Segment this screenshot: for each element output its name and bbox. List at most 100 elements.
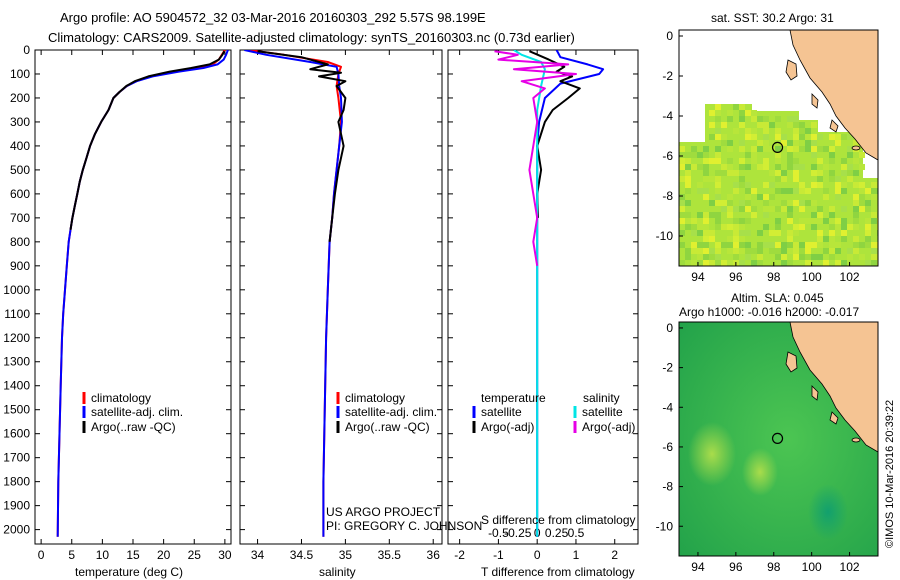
sst-cell — [817, 158, 823, 164]
x-tick-label-secondary: -0.5 — [488, 526, 509, 540]
legend-label-satellite: satellite-adj. clim. — [345, 405, 437, 419]
sst-cell — [745, 164, 751, 170]
y-tick-label: 1600 — [3, 427, 30, 441]
sst-cell — [769, 194, 775, 200]
sst-cell — [709, 248, 715, 254]
sst-cell — [769, 206, 775, 212]
sst-cell — [799, 146, 805, 152]
sst-cell — [829, 158, 835, 164]
sst-cell — [709, 110, 715, 116]
sst-cell — [811, 242, 817, 248]
sst-cell — [853, 170, 859, 176]
x-tick-label: 15 — [126, 548, 140, 562]
sst-cell — [775, 176, 781, 182]
map-x-tick-label: 102 — [840, 270, 860, 284]
sst-map-frame — [678, 29, 879, 267]
sst-cell — [817, 218, 823, 224]
sst-cell — [835, 176, 841, 182]
sst-cell — [739, 242, 745, 248]
sst-cell — [757, 194, 763, 200]
sst-cell — [757, 230, 763, 236]
y-tick-label: 1000 — [3, 283, 30, 297]
sst-cell — [811, 170, 817, 176]
sst-cell — [727, 164, 733, 170]
sst-cell — [817, 242, 823, 248]
sst-cell — [685, 164, 691, 170]
sst-cell — [859, 242, 865, 248]
sst-cell — [679, 206, 685, 212]
sst-cell — [715, 116, 721, 122]
sst-cell — [727, 170, 733, 176]
profile-line — [244, 50, 343, 537]
sst-cell — [835, 242, 841, 248]
sst-cell — [727, 236, 733, 242]
sst-cell — [823, 146, 829, 152]
sst-cell — [727, 200, 733, 206]
sst-cell — [793, 248, 799, 254]
sst-cell — [709, 122, 715, 128]
sst-cell — [799, 122, 805, 128]
sst-cell — [715, 200, 721, 206]
figure-title-line1: Argo profile: AO 5904572_32 03-Mar-2016 … — [60, 10, 486, 25]
sst-cell — [733, 218, 739, 224]
sst-cell — [829, 152, 835, 158]
sst-cell — [727, 242, 733, 248]
y-tick-label: 800 — [10, 235, 30, 249]
sst-cell — [817, 134, 823, 140]
y-tick-label: 1900 — [3, 499, 30, 513]
sst-cell — [751, 152, 757, 158]
x-tick-label: 20 — [157, 548, 171, 562]
sst-cell — [739, 164, 745, 170]
map-x-tick-label: 98 — [767, 270, 781, 284]
legend-label-satellite-t: satellite — [481, 405, 522, 419]
sst-cell — [823, 236, 829, 242]
y-tick-label: 600 — [10, 187, 30, 201]
x-tick-label: 35 — [339, 548, 353, 562]
sst-cell — [781, 170, 787, 176]
sst-cell — [835, 182, 841, 188]
sst-cell — [721, 224, 727, 230]
temperature-legend: climatology satellite-adj. clim. Argo(..… — [82, 391, 183, 434]
sst-cell — [775, 218, 781, 224]
sst-cell — [787, 146, 793, 152]
difference-xlabel-top: S difference from climatology — [481, 513, 636, 527]
y-tick-label: 100 — [10, 67, 30, 81]
sst-cell — [793, 170, 799, 176]
sst-cell — [721, 140, 727, 146]
legend-label-satellite: satellite-adj. clim. — [91, 405, 183, 419]
sst-cell — [751, 134, 757, 140]
sst-cell — [817, 254, 823, 260]
sst-cell — [709, 176, 715, 182]
sst-cell — [775, 248, 781, 254]
sla-high-anomaly — [688, 422, 736, 486]
sst-cell — [739, 158, 745, 164]
sst-cell — [745, 218, 751, 224]
sst-cell — [787, 236, 793, 242]
sst-cell — [709, 158, 715, 164]
sst-cell — [751, 206, 757, 212]
sst-cell — [871, 248, 877, 254]
map-y-tick-label: -10 — [656, 229, 674, 243]
island-icon — [811, 385, 819, 401]
figure-title-line2: Climatology: CARS2009. Satellite-adjuste… — [48, 30, 575, 45]
sst-cell — [727, 224, 733, 230]
sst-cell — [739, 110, 745, 116]
sst-cell — [703, 236, 709, 242]
sst-cell — [715, 260, 721, 266]
sst-cell — [817, 176, 823, 182]
map-y-tick-label: -6 — [662, 149, 673, 163]
sst-cell — [739, 146, 745, 152]
sst-cell — [697, 164, 703, 170]
map-x-tick-label: 96 — [729, 270, 743, 284]
map-y-tick-label: -4 — [662, 109, 673, 123]
sst-cell — [769, 182, 775, 188]
sst-cell — [727, 260, 733, 266]
legend-label-satellite-s: satellite — [582, 405, 623, 419]
sst-cell — [787, 242, 793, 248]
sst-cell — [811, 146, 817, 152]
sst-cell — [793, 176, 799, 182]
sst-cell — [805, 200, 811, 206]
sst-cell — [715, 152, 721, 158]
sst-cell — [871, 188, 877, 194]
sst-cell — [859, 254, 865, 260]
